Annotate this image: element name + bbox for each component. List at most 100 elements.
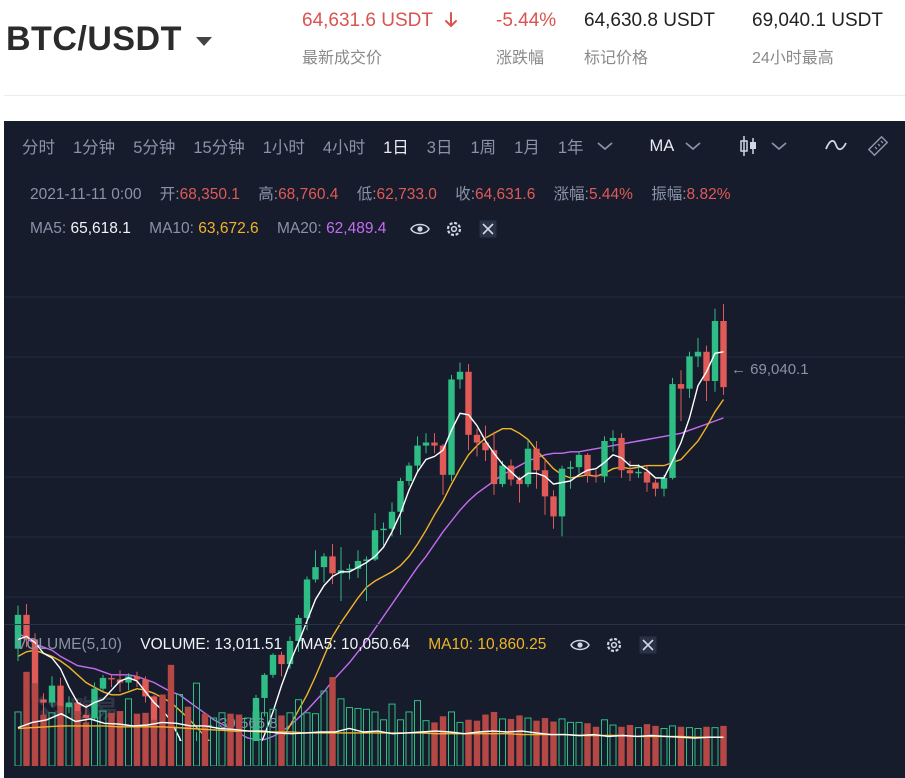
volume-bar [31,683,39,766]
high-24h-stat: 69,040.1 USDT 24小时最高 [752,10,883,68]
close-icon[interactable] [477,219,499,239]
candle-body [541,470,549,497]
volume-ma5-label: MA5: [300,636,337,654]
volume-bar [312,713,319,766]
open-label: 开: [159,186,180,203]
candle-body [150,696,158,732]
indicator-selector[interactable]: MA [649,136,675,155]
gear-icon[interactable] [603,635,625,655]
pair-selector[interactable]: BTC/USDT [6,20,212,59]
volume-bar [592,726,600,766]
volume-bar [635,727,642,766]
candle-body [40,699,47,703]
volume-bar [626,725,634,766]
candle-body [303,579,311,618]
volume-bar [380,719,387,766]
volume-bar [584,723,591,766]
eye-icon[interactable] [569,635,591,655]
interval-1mo[interactable]: 1月 [514,139,540,157]
volume-bar [159,694,166,766]
volume-bar [652,725,659,766]
volume-bar [320,690,328,766]
mark-price-stat: 64,630.8 USDT 标记价格 [584,10,715,68]
caret-down-icon[interactable] [195,37,212,46]
grid-lines [4,296,905,598]
volume-bar [643,724,651,766]
change-stat: -5.44% 涨跌幅 [496,10,556,68]
volume-bar [227,713,234,766]
ma10-value: 63,672.6 [198,220,259,238]
volume-bar [218,712,226,766]
candle-body [65,702,73,708]
candle-body [601,441,608,477]
gear-icon[interactable] [443,219,465,239]
candle-body [448,379,455,475]
volume-ma5-line [17,712,724,739]
candle-body [422,442,430,446]
candle-body [592,474,600,477]
interval-1w[interactable]: 1周 [470,139,497,157]
close-label: 收: [455,186,475,203]
candle-body [609,437,617,441]
volume-bar [303,712,311,766]
interval-5m[interactable]: 5分钟 [133,139,176,157]
ma-info: MA5: 65,618.1 MA10: 63,672.6 MA20: 62,48… [30,219,499,239]
change-value: -5.44% [496,10,557,31]
volume-bar [125,698,132,766]
chevron-down-icon[interactable] [596,140,614,152]
candle-body [91,688,98,718]
volume-bar [694,728,702,766]
volume-label: VOLUME: [140,636,211,654]
volume-chart[interactable] [4,651,905,766]
close-icon[interactable] [637,635,659,655]
volume-controls [569,635,659,655]
candle-body [295,617,302,641]
line-chart-icon[interactable] [824,137,848,155]
candle-body [388,511,396,529]
ruler-icon[interactable] [866,134,890,158]
interval-1d[interactable]: 1日 [383,139,409,157]
volume-bar [286,712,294,766]
pair-name: BTC/USDT [6,20,182,58]
interval-timeline[interactable]: 分时 [22,139,55,157]
candle-body [669,384,676,478]
eye-icon[interactable] [409,219,431,239]
amplitude-label: 振幅: [651,186,687,203]
kline-chart[interactable]: 分时 1分钟 5分钟 15分钟 1小时 4小时 1日 3日 1周 1月 1年 M… [4,121,905,778]
candle-body [490,450,498,485]
candle-body [431,442,438,446]
ma5-value: 65,618.1 [70,220,131,238]
interval-1h[interactable]: 1小时 [262,139,305,157]
volume-bar [235,714,243,766]
interval-3d[interactable]: 3日 [426,139,453,157]
candles [14,304,727,741]
candle-body [99,677,107,689]
candlestick-icon[interactable] [738,134,758,158]
candle-body [397,481,404,512]
candle-body [48,685,56,703]
candle-body [550,496,557,517]
volume-bar [278,715,285,766]
candle-body [533,448,540,471]
price-chart[interactable]: 欧易 ← 69,040.1 ← 39,566.8 [4,241,905,741]
interval-4h[interactable]: 4小时 [322,139,366,157]
ma5-label: MA5: [30,220,67,238]
last-price-label: 最新成交价 [302,50,383,67]
interval-15m[interactable]: 15分钟 [193,139,245,157]
candle-body [286,641,294,665]
volume-bar [48,712,56,766]
interval-1y[interactable]: 1年 [557,139,584,157]
chevron-down-icon[interactable] [770,140,788,152]
candle-body [414,445,421,466]
candle-body [524,448,532,485]
interval-1m[interactable]: 1分钟 [73,139,116,157]
volume-bar [210,717,217,766]
change-label: 涨幅: [553,186,589,203]
volume-bars [14,664,727,766]
chevron-down-icon[interactable] [684,140,702,152]
change-value: 5.44% [588,186,633,203]
volume-bar [74,711,81,766]
candle-body [720,321,727,388]
volume-ma5-path [17,712,724,739]
high-24h-label: 24小时最高 [752,50,834,67]
